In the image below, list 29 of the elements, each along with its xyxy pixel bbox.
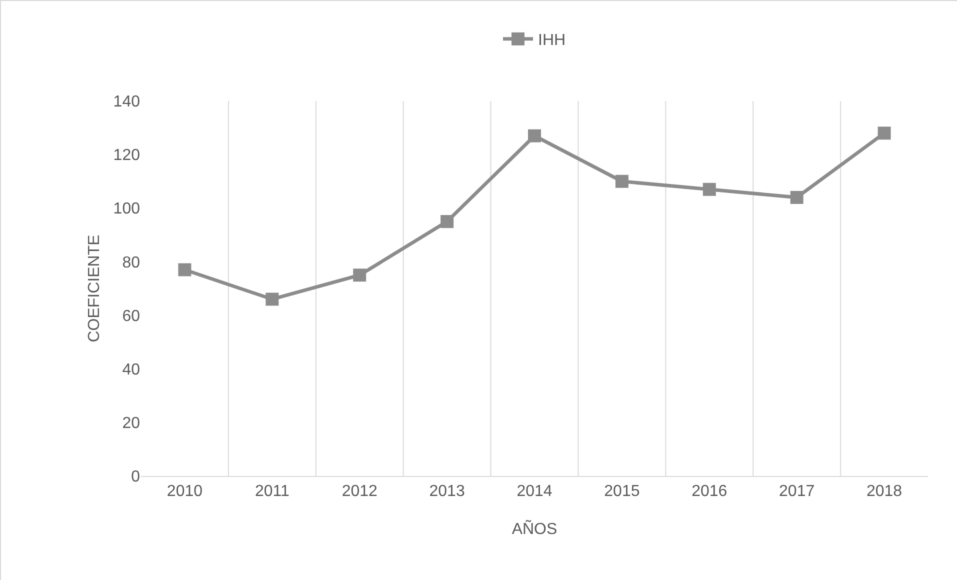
legend-label: IHH [538,32,566,50]
x-axis-title: AÑOS [512,519,558,538]
point [440,215,454,228]
y-tick-label: 100 [113,200,140,218]
point [528,129,541,142]
point [790,190,804,204]
y-tick-label: 20 [122,415,140,432]
point [878,126,891,140]
x-tick-label: 2011 [254,483,290,500]
x-tick-label: 2014 [516,483,552,500]
y-tick-label: 40 [122,361,140,378]
y-tick-label: 80 [122,254,140,272]
y-axis-title: COEFICIENTE [86,234,103,342]
point [266,292,279,306]
x-tick-label: 2013 [429,483,465,500]
y-tick-label: 140 [113,94,140,111]
x-tick-label: 2012 [342,483,378,500]
point [615,174,628,188]
point [702,182,716,196]
y-tick-label: 0 [131,468,140,486]
point [178,263,192,276]
point [353,268,366,282]
y-tick-label: 60 [122,308,140,325]
x-tick-label: 2018 [866,483,902,500]
x-tick-label: 2017 [779,483,815,500]
x-tick-label: 2016 [692,483,728,500]
x-tick-label: 2015 [604,483,640,500]
x-tick-label: 2010 [166,483,203,500]
y-tick-label: 120 [113,147,140,164]
